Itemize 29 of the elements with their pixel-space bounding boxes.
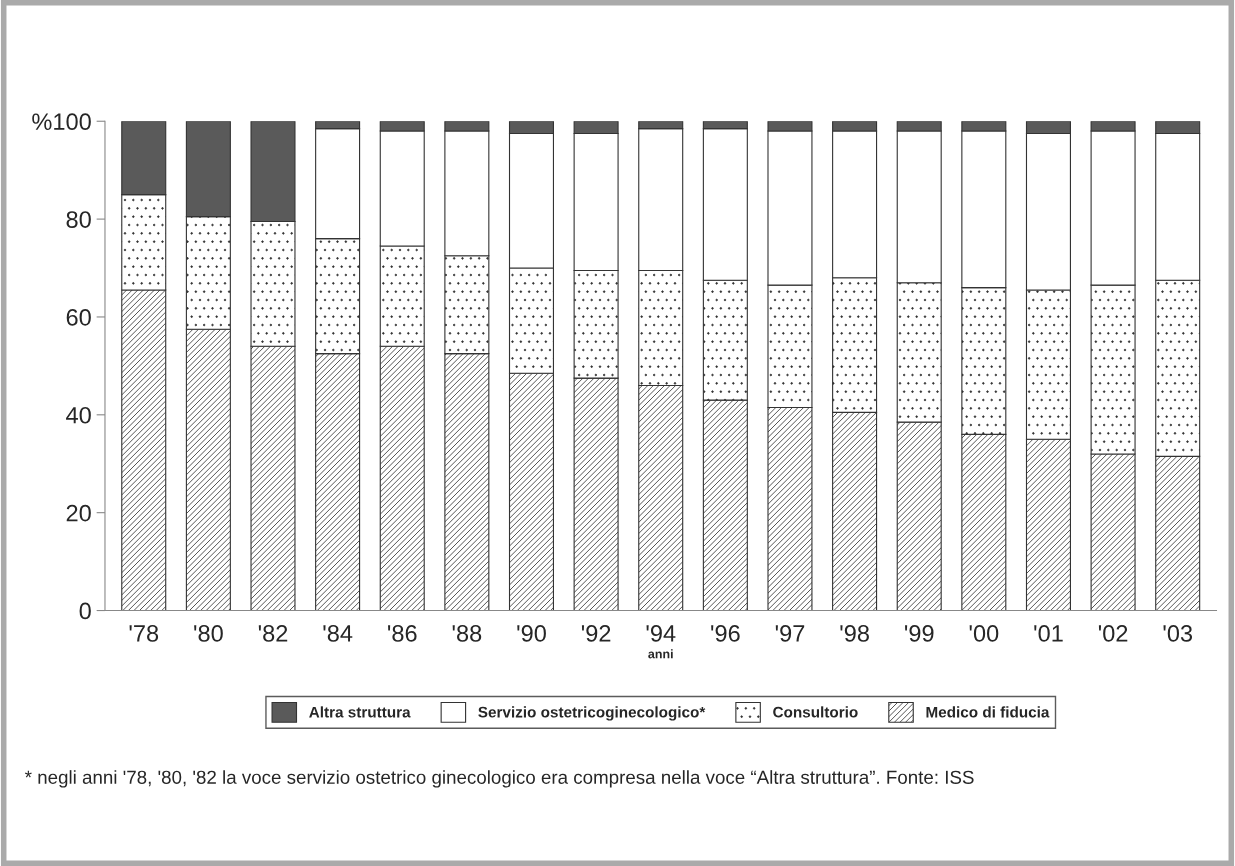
x-tick-label: '02 [1098,625,1128,642]
legend-label: Consultorio [773,706,858,718]
x-tick-label: '99 [905,625,934,642]
x-tick-label: '01 [1034,625,1063,642]
x-tick-label: '86 [388,625,417,642]
x-tick-label: '78 [129,625,159,642]
legend-label: Medico di fiducia [926,706,1050,718]
x-axis-title: anni [648,649,673,659]
legend-label: Altra struttura [309,706,411,718]
x-tick-label: '84 [323,625,353,642]
y-tick-label: 40 [66,406,91,424]
x-tick-label: '88 [452,625,482,642]
x-tick-label: '94 [646,625,676,642]
x-tick-label: '82 [258,625,288,642]
x-tick-label: '92 [581,625,611,642]
y-tick-label: 80 [66,211,91,228]
y-tick-label: %100 [32,113,91,131]
x-tick-label: '96 [711,625,740,642]
legend-label: Servizio ostetricoginecologico* [478,706,706,721]
x-tick-label: '98 [840,625,869,642]
x-tick-label: '90 [517,625,546,642]
y-tick-label: 20 [66,504,91,522]
x-tick-label: '97 [775,625,805,642]
text: * negli anni '78, '80, '82 la voce servizio ostetrico ginecologico era compresa nella voce “Altra struttura”. Fonte: ISS [25,770,974,788]
x-tick-label: '00 [969,625,999,642]
y-tick-label: 0 [79,602,91,620]
x-tick-label: '03 [1163,625,1193,642]
y-tick-label: 60 [66,309,91,326]
x-tick-label: '80 [194,625,223,642]
